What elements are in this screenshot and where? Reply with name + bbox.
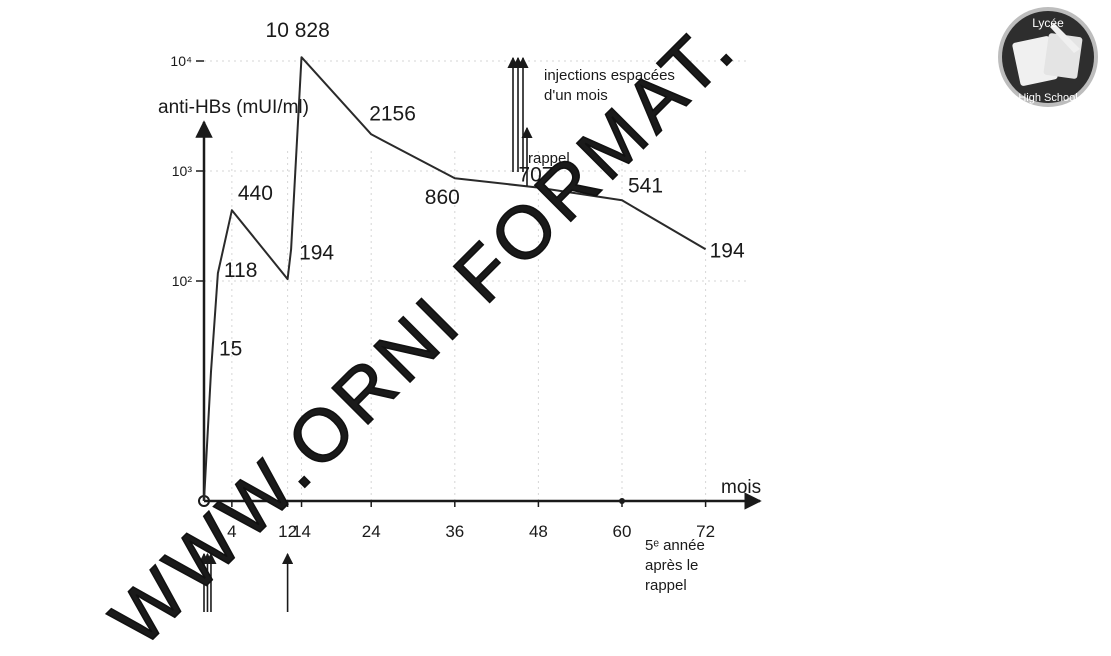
x-tick-label: 14 [292,522,311,541]
annotation-fifth-year: 5ᵉ année après le rappel [645,537,709,594]
annotation-injections-line-1: injections espacées [544,67,675,84]
data-label: 194 [299,241,334,264]
x-tick-label: 72 [696,522,715,541]
x-tick-label: 24 [362,522,381,541]
annotation-fifth-year-line-1: 5ᵉ année [645,537,705,554]
y-tick-label: 10³ [172,163,193,179]
x-tick-label: 48 [529,522,548,541]
annotation-injections: injections espacées d'un mois [544,67,679,104]
data-label: 194 [710,239,745,262]
x-tick-label: 4 [227,522,236,541]
data-label: 440 [238,182,273,205]
data-label: 2156 [369,102,416,125]
data-label: 118 [224,259,257,282]
logo-bottom-text: High School [1018,92,1077,104]
annotation-rappel: rappel [528,150,570,167]
x-axis-title: mois [721,477,761,498]
data-label: 15 [219,338,242,361]
data-label: 860 [425,186,460,209]
y-tick-label: 10⁴ [170,53,192,69]
y-axis-title: anti-HBs (mUI/ml) [158,97,309,118]
annotation-injections-line-2: d'un mois [544,87,608,104]
injection-arrows [198,56,533,612]
logo-pen-icon [1050,23,1080,53]
data-label: 10 828 [266,19,330,42]
data-label: 541 [628,174,663,197]
x-tick-label: 36 [445,522,464,541]
y-tick-labels: 10² 10³ 10⁴ [170,53,204,289]
annotation-fifth-year-line-2: après le [645,557,698,574]
x-tick-label: 12 [278,522,297,541]
series-line [203,56,707,502]
x-tick-label: 60 [613,522,632,541]
logo-top-text: Lycée [1032,16,1064,30]
school-logo: Lycée High School [996,5,1100,109]
annotation-fifth-year-line-3: rappel [645,577,687,594]
y-tick-label: 10² [172,273,193,289]
